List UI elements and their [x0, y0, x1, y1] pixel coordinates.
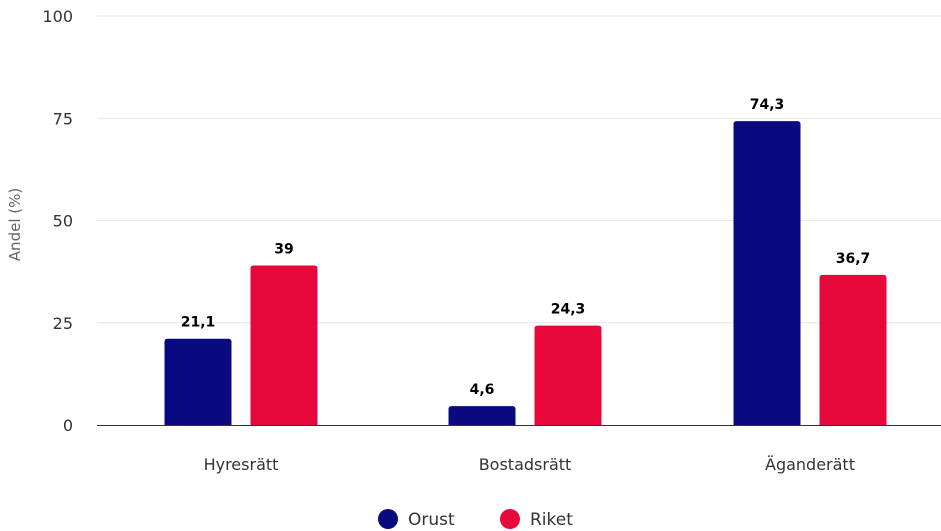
bar-orust-0 — [164, 338, 232, 425]
legend-marker — [500, 509, 520, 529]
y-axis-ticks: 0 25 50 75 100 — [42, 7, 73, 435]
bar-orust-1 — [448, 406, 516, 425]
y-tick-label: 25 — [53, 314, 73, 333]
legend-label: Orust — [408, 510, 455, 530]
y-axis-title: Andel (%) — [6, 188, 24, 261]
legend-item-riket[interactable]: Riket — [500, 509, 573, 530]
data-label: 24,3 — [551, 302, 586, 318]
y-tick-label: 50 — [53, 212, 73, 231]
y-tick-label: 75 — [53, 109, 73, 128]
data-labels: 21,1 4,6 74,3 39 24,3 36,7 — [181, 97, 871, 398]
legend-marker — [378, 509, 398, 529]
legend: Orust Riket — [378, 509, 573, 530]
bars — [164, 121, 887, 425]
x-axis-categories: Hyresrätt Bostadsrätt Äganderätt — [204, 455, 855, 474]
data-label: 36,7 — [836, 251, 871, 267]
category-label: Bostadsrätt — [479, 455, 572, 474]
data-label: 4,6 — [470, 382, 495, 398]
data-label: 21,1 — [181, 315, 216, 331]
bar-riket-2 — [819, 274, 887, 425]
category-label: Hyresrätt — [204, 455, 279, 474]
data-label: 39 — [274, 241, 293, 257]
y-tick-label: 100 — [42, 7, 73, 26]
gridlines — [97, 15, 941, 324]
legend-item-orust[interactable]: Orust — [378, 509, 455, 530]
legend-label: Riket — [530, 510, 573, 530]
bar-riket-1 — [534, 325, 602, 425]
y-tick-label: 0 — [63, 416, 73, 435]
data-label: 74,3 — [750, 97, 785, 113]
bar-riket-0 — [250, 265, 318, 425]
bar-orust-2 — [733, 121, 801, 425]
category-label: Äganderätt — [765, 455, 855, 474]
